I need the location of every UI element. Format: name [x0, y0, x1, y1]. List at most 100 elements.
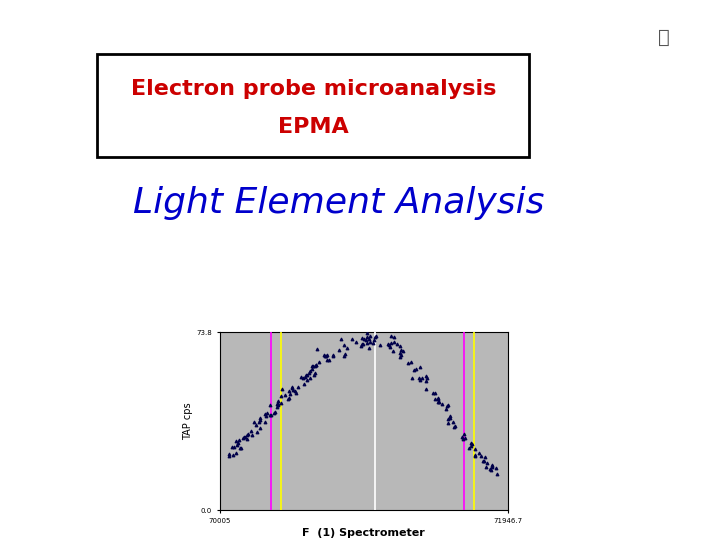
Point	[338, 340, 350, 349]
Point	[300, 370, 312, 379]
Point	[485, 465, 497, 474]
Point	[355, 341, 366, 350]
Point	[364, 332, 376, 340]
Point	[341, 343, 353, 352]
Point	[246, 430, 258, 439]
Point	[363, 344, 374, 353]
Point	[310, 361, 321, 370]
Point	[388, 333, 400, 341]
Text: UW- Madison Geology  777: UW- Madison Geology 777	[9, 13, 197, 26]
Point	[297, 374, 309, 383]
Point	[442, 401, 454, 409]
Point	[243, 430, 254, 438]
Point	[222, 452, 234, 461]
Point	[276, 385, 287, 394]
Point	[230, 437, 241, 445]
Point	[364, 338, 376, 347]
Point	[465, 438, 477, 447]
Point	[339, 350, 351, 359]
Point	[333, 346, 345, 354]
Point	[479, 453, 490, 462]
Point	[448, 417, 459, 426]
Point	[336, 335, 347, 343]
Point	[251, 421, 262, 429]
Point	[275, 392, 287, 400]
Point	[287, 385, 299, 394]
Point	[307, 362, 318, 370]
Text: EPMA: EPMA	[278, 117, 348, 137]
Y-axis label: TAP cps: TAP cps	[184, 402, 194, 440]
Point	[242, 435, 253, 443]
Point	[456, 433, 468, 442]
Point	[312, 345, 323, 354]
Point	[272, 401, 284, 409]
Point	[487, 463, 498, 471]
Point	[253, 417, 264, 426]
Point	[420, 372, 432, 380]
Point	[469, 445, 481, 454]
Point	[254, 424, 266, 433]
Point	[432, 397, 444, 406]
Point	[369, 335, 380, 344]
Point	[321, 355, 333, 364]
Point	[387, 347, 399, 355]
Point	[428, 388, 439, 397]
Point	[237, 434, 248, 442]
Point	[305, 367, 316, 375]
Point	[305, 373, 316, 382]
Point	[286, 383, 297, 391]
Point	[289, 387, 301, 395]
Point	[269, 408, 280, 416]
Point	[310, 361, 322, 369]
Point	[287, 383, 298, 392]
Text: 🐾: 🐾	[658, 28, 670, 46]
Point	[322, 350, 333, 359]
Point	[490, 464, 502, 472]
Point	[432, 395, 444, 403]
Point	[420, 384, 432, 393]
Point	[239, 433, 251, 442]
Point	[246, 427, 257, 435]
Point	[261, 409, 272, 417]
Point	[299, 373, 310, 381]
Point	[223, 449, 235, 458]
Point	[395, 346, 407, 354]
Point	[276, 399, 287, 407]
Point	[233, 439, 244, 448]
Point	[231, 440, 243, 449]
Point	[491, 470, 503, 478]
Point	[258, 418, 270, 427]
Point	[413, 374, 425, 382]
Point	[481, 458, 492, 467]
Point	[444, 414, 456, 422]
Point	[414, 362, 426, 371]
Point	[392, 340, 403, 348]
Point	[251, 427, 263, 436]
Point	[466, 440, 477, 449]
Point	[298, 380, 310, 388]
Point	[234, 444, 246, 453]
Point	[486, 461, 498, 470]
Point	[385, 339, 397, 347]
Point	[458, 429, 469, 438]
Point	[308, 371, 320, 380]
Point	[356, 340, 368, 348]
Point	[319, 352, 330, 360]
Point	[264, 401, 275, 410]
Point	[395, 341, 406, 350]
Point	[406, 373, 418, 382]
Point	[486, 462, 498, 471]
Point	[292, 382, 303, 391]
Point	[282, 394, 294, 403]
Bar	[97, 54, 529, 157]
Point	[228, 443, 240, 451]
Point	[357, 340, 369, 348]
Point	[388, 338, 400, 346]
Point	[480, 463, 492, 471]
Point	[410, 365, 421, 374]
Point	[436, 400, 447, 409]
Point	[475, 452, 487, 461]
Point	[473, 449, 485, 457]
Point	[477, 457, 489, 465]
Point	[374, 341, 386, 349]
